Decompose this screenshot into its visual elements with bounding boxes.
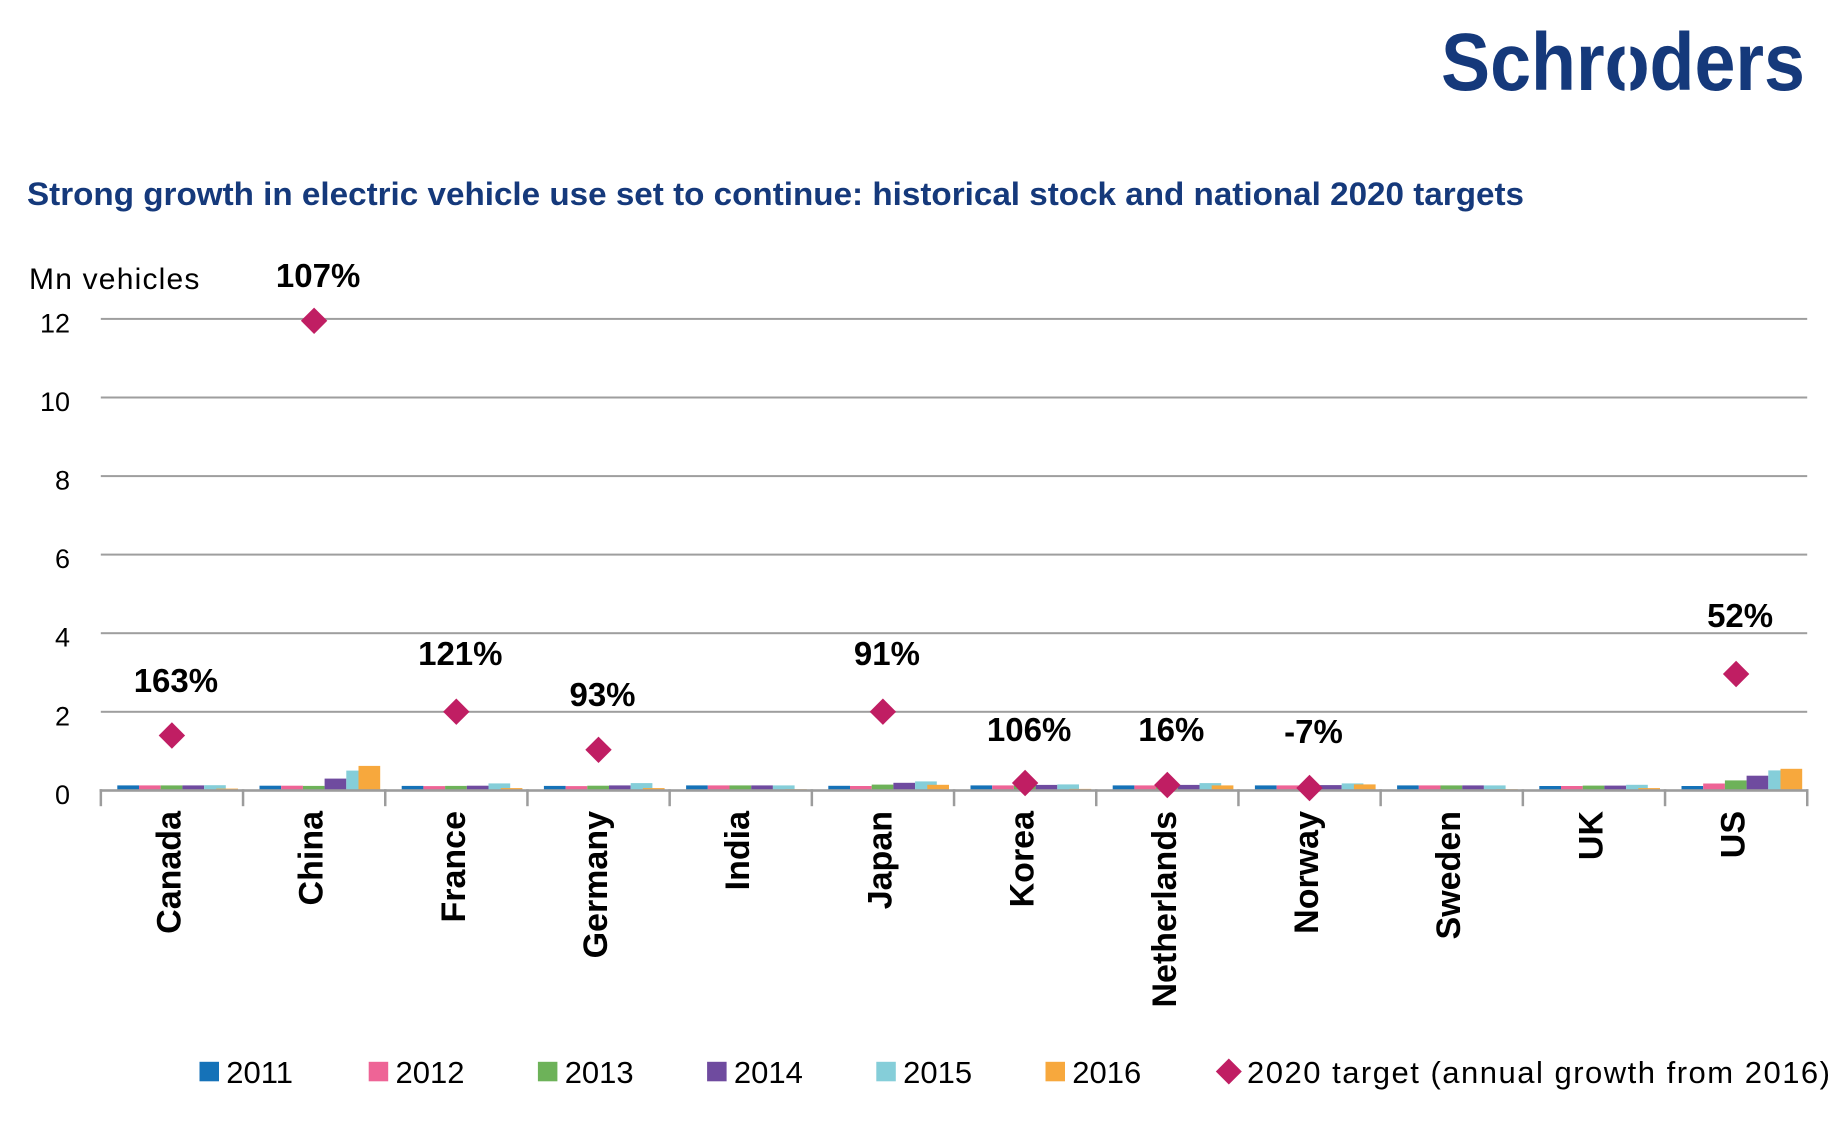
svg-text:Germany: Germany: [577, 811, 615, 958]
svg-text:0: 0: [55, 780, 70, 810]
svg-text:2015: 2015: [903, 1055, 972, 1090]
svg-text:8: 8: [55, 466, 70, 496]
svg-text:107%: 107%: [276, 257, 360, 294]
svg-text:Korea: Korea: [1004, 810, 1042, 907]
svg-text:France: France: [435, 811, 473, 923]
svg-text:2020 target (annual growth fro: 2020 target (annual growth from 2016): [1247, 1055, 1830, 1090]
svg-text:Canada: Canada: [150, 810, 188, 934]
svg-text:2016: 2016: [1072, 1055, 1141, 1090]
svg-text:Sweden: Sweden: [1430, 811, 1468, 939]
svg-text:163%: 163%: [134, 662, 218, 699]
svg-text:UK: UK: [1572, 811, 1610, 861]
svg-text:Schroders: Schroders: [1441, 17, 1805, 108]
svg-text:2011: 2011: [226, 1055, 293, 1090]
svg-text:India: India: [719, 810, 757, 890]
svg-text:10: 10: [40, 387, 70, 417]
svg-text:2013: 2013: [565, 1055, 634, 1090]
svg-text:6: 6: [55, 544, 70, 574]
svg-text:2014: 2014: [734, 1055, 803, 1090]
svg-text:Japan: Japan: [861, 811, 899, 909]
svg-text:12: 12: [40, 308, 70, 338]
svg-text:91%: 91%: [854, 635, 920, 672]
svg-text:16%: 16%: [1138, 711, 1204, 748]
svg-text:-7%: -7%: [1284, 713, 1343, 750]
svg-text:Strong growth in electric vehi: Strong growth in electric vehicle use se…: [27, 176, 1524, 212]
svg-text:4: 4: [55, 623, 70, 653]
svg-text:China: China: [293, 810, 331, 906]
svg-text:52%: 52%: [1707, 597, 1773, 634]
svg-text:US: US: [1715, 811, 1753, 858]
svg-text:2012: 2012: [396, 1055, 465, 1090]
svg-text:121%: 121%: [418, 635, 502, 672]
svg-text:Mn vehicles: Mn vehicles: [29, 263, 201, 296]
svg-text:Netherlands: Netherlands: [1146, 811, 1184, 1008]
svg-text:Norway: Norway: [1288, 811, 1326, 934]
svg-text:2: 2: [55, 701, 70, 731]
svg-text:93%: 93%: [569, 676, 635, 713]
svg-text:106%: 106%: [987, 711, 1071, 748]
